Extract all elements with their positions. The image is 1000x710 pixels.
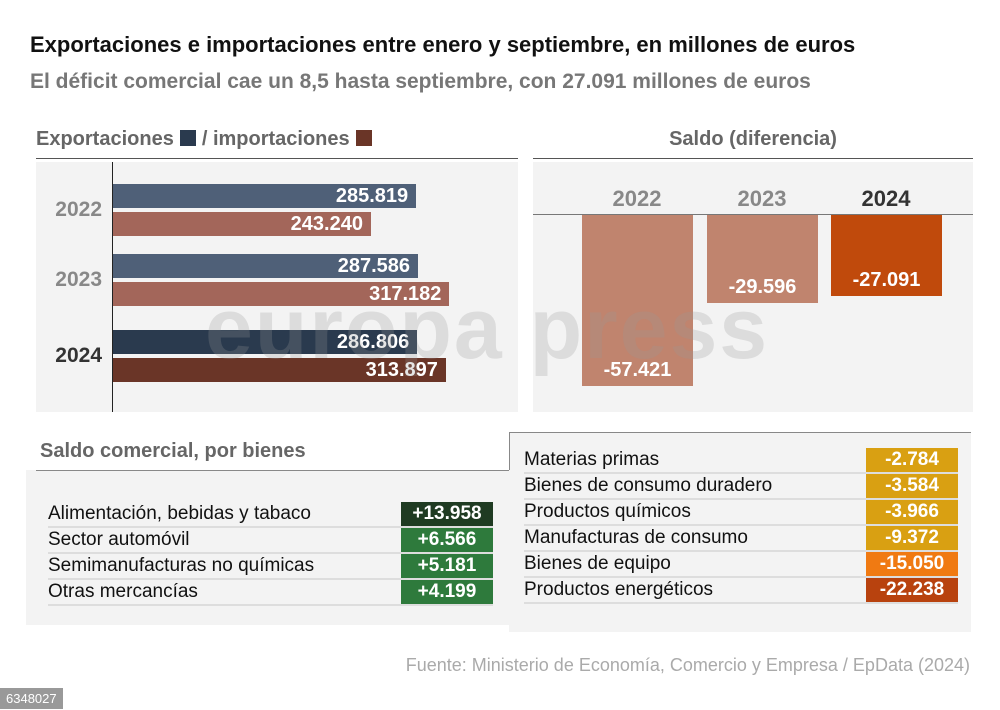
balance-chart-title: Saldo (diferencia) bbox=[669, 128, 837, 150]
exports-bar: 285.819 bbox=[113, 184, 417, 208]
bar-value-label: -29.596 bbox=[728, 276, 797, 299]
divider bbox=[509, 432, 971, 433]
goods-value: -22.238 bbox=[866, 578, 958, 602]
goods-row: Bienes de equipo -15.050 bbox=[524, 552, 958, 578]
goods-value: +6.566 bbox=[401, 528, 493, 552]
goods-value: +13.958 bbox=[401, 502, 493, 526]
exports-legend-swatch bbox=[179, 130, 196, 146]
goods-value: -15.050 bbox=[866, 552, 958, 576]
divider bbox=[533, 158, 973, 159]
year-label: 2024 bbox=[861, 186, 911, 211]
goods-row: Manufacturas de consumo -9.372 bbox=[524, 526, 958, 552]
goods-label: Bienes de consumo duradero bbox=[524, 475, 773, 496]
balance-bar: -27.091 bbox=[831, 215, 942, 296]
imports-bar: 317.182 bbox=[113, 282, 450, 306]
divider bbox=[36, 158, 518, 159]
goods-row: Productos energéticos -22.238 bbox=[524, 578, 958, 604]
goods-label: Manufacturas de consumo bbox=[524, 527, 748, 548]
goods-value: +4.199 bbox=[401, 580, 493, 604]
divider bbox=[36, 470, 510, 471]
exports-bar: 287.586 bbox=[113, 254, 418, 278]
goods-row: Materias primas -2.784 bbox=[524, 448, 958, 474]
goods-table-title: Saldo comercial, por bienes bbox=[40, 440, 306, 462]
year-label: 2023 bbox=[55, 268, 102, 291]
goods-label: Alimentación, bebidas y tabaco bbox=[48, 503, 311, 524]
trade-chart-title: Exportaciones / importaciones bbox=[36, 128, 378, 151]
goods-value: -3.966 bbox=[866, 500, 958, 524]
goods-label: Sector automóvil bbox=[48, 529, 190, 550]
goods-row: Otras mercancías +4.199 bbox=[48, 580, 493, 606]
goods-value: -3.584 bbox=[866, 474, 958, 498]
chart-subtitle: El déficit comercial cae un 8,5 hasta se… bbox=[30, 70, 811, 93]
image-id: 6348027 bbox=[0, 688, 63, 709]
goods-value: -9.372 bbox=[866, 526, 958, 550]
goods-row: Alimentación, bebidas y tabaco +13.958 bbox=[48, 502, 493, 528]
exports-bar: 286.806 bbox=[113, 330, 418, 354]
imports-bar: 243.240 bbox=[113, 212, 371, 236]
goods-row: Bienes de consumo duradero -3.584 bbox=[524, 474, 958, 500]
year-label: 2024 bbox=[55, 344, 102, 367]
bar-value-label: -57.421 bbox=[603, 359, 672, 382]
goods-label: Materias primas bbox=[524, 449, 660, 470]
chart-title: Exportaciones e importaciones entre ener… bbox=[30, 32, 856, 57]
year-label: 2022 bbox=[55, 198, 102, 221]
year-label: 2023 bbox=[737, 186, 787, 211]
zero-baseline bbox=[533, 214, 973, 215]
goods-row: Sector automóvil +6.566 bbox=[48, 528, 493, 554]
goods-row: Productos químicos -3.966 bbox=[524, 500, 958, 526]
balance-bar: -29.596 bbox=[707, 215, 818, 304]
bar-value-label: -27.091 bbox=[852, 268, 921, 291]
exports-legend-label: Exportaciones bbox=[36, 128, 174, 150]
y-axis-line bbox=[112, 162, 113, 412]
goods-value: +5.181 bbox=[401, 554, 493, 578]
goods-label: Bienes de equipo bbox=[524, 553, 671, 574]
imports-legend-swatch bbox=[355, 130, 372, 146]
goods-label: Productos químicos bbox=[524, 501, 691, 522]
imports-legend-label: / importaciones bbox=[201, 128, 350, 150]
goods-label: Otras mercancías bbox=[48, 581, 198, 602]
goods-label: Productos energéticos bbox=[524, 579, 714, 600]
goods-label: Semimanufacturas no químicas bbox=[48, 555, 315, 576]
goods-value: -2.784 bbox=[866, 448, 958, 472]
goods-row: Semimanufacturas no químicas +5.181 bbox=[48, 554, 493, 580]
source-note: Fuente: Ministerio de Economía, Comercio… bbox=[405, 655, 970, 675]
balance-bar: -57.421 bbox=[582, 215, 693, 387]
year-label: 2022 bbox=[612, 186, 662, 211]
imports-bar: 313.897 bbox=[113, 358, 446, 382]
divider bbox=[509, 432, 510, 470]
